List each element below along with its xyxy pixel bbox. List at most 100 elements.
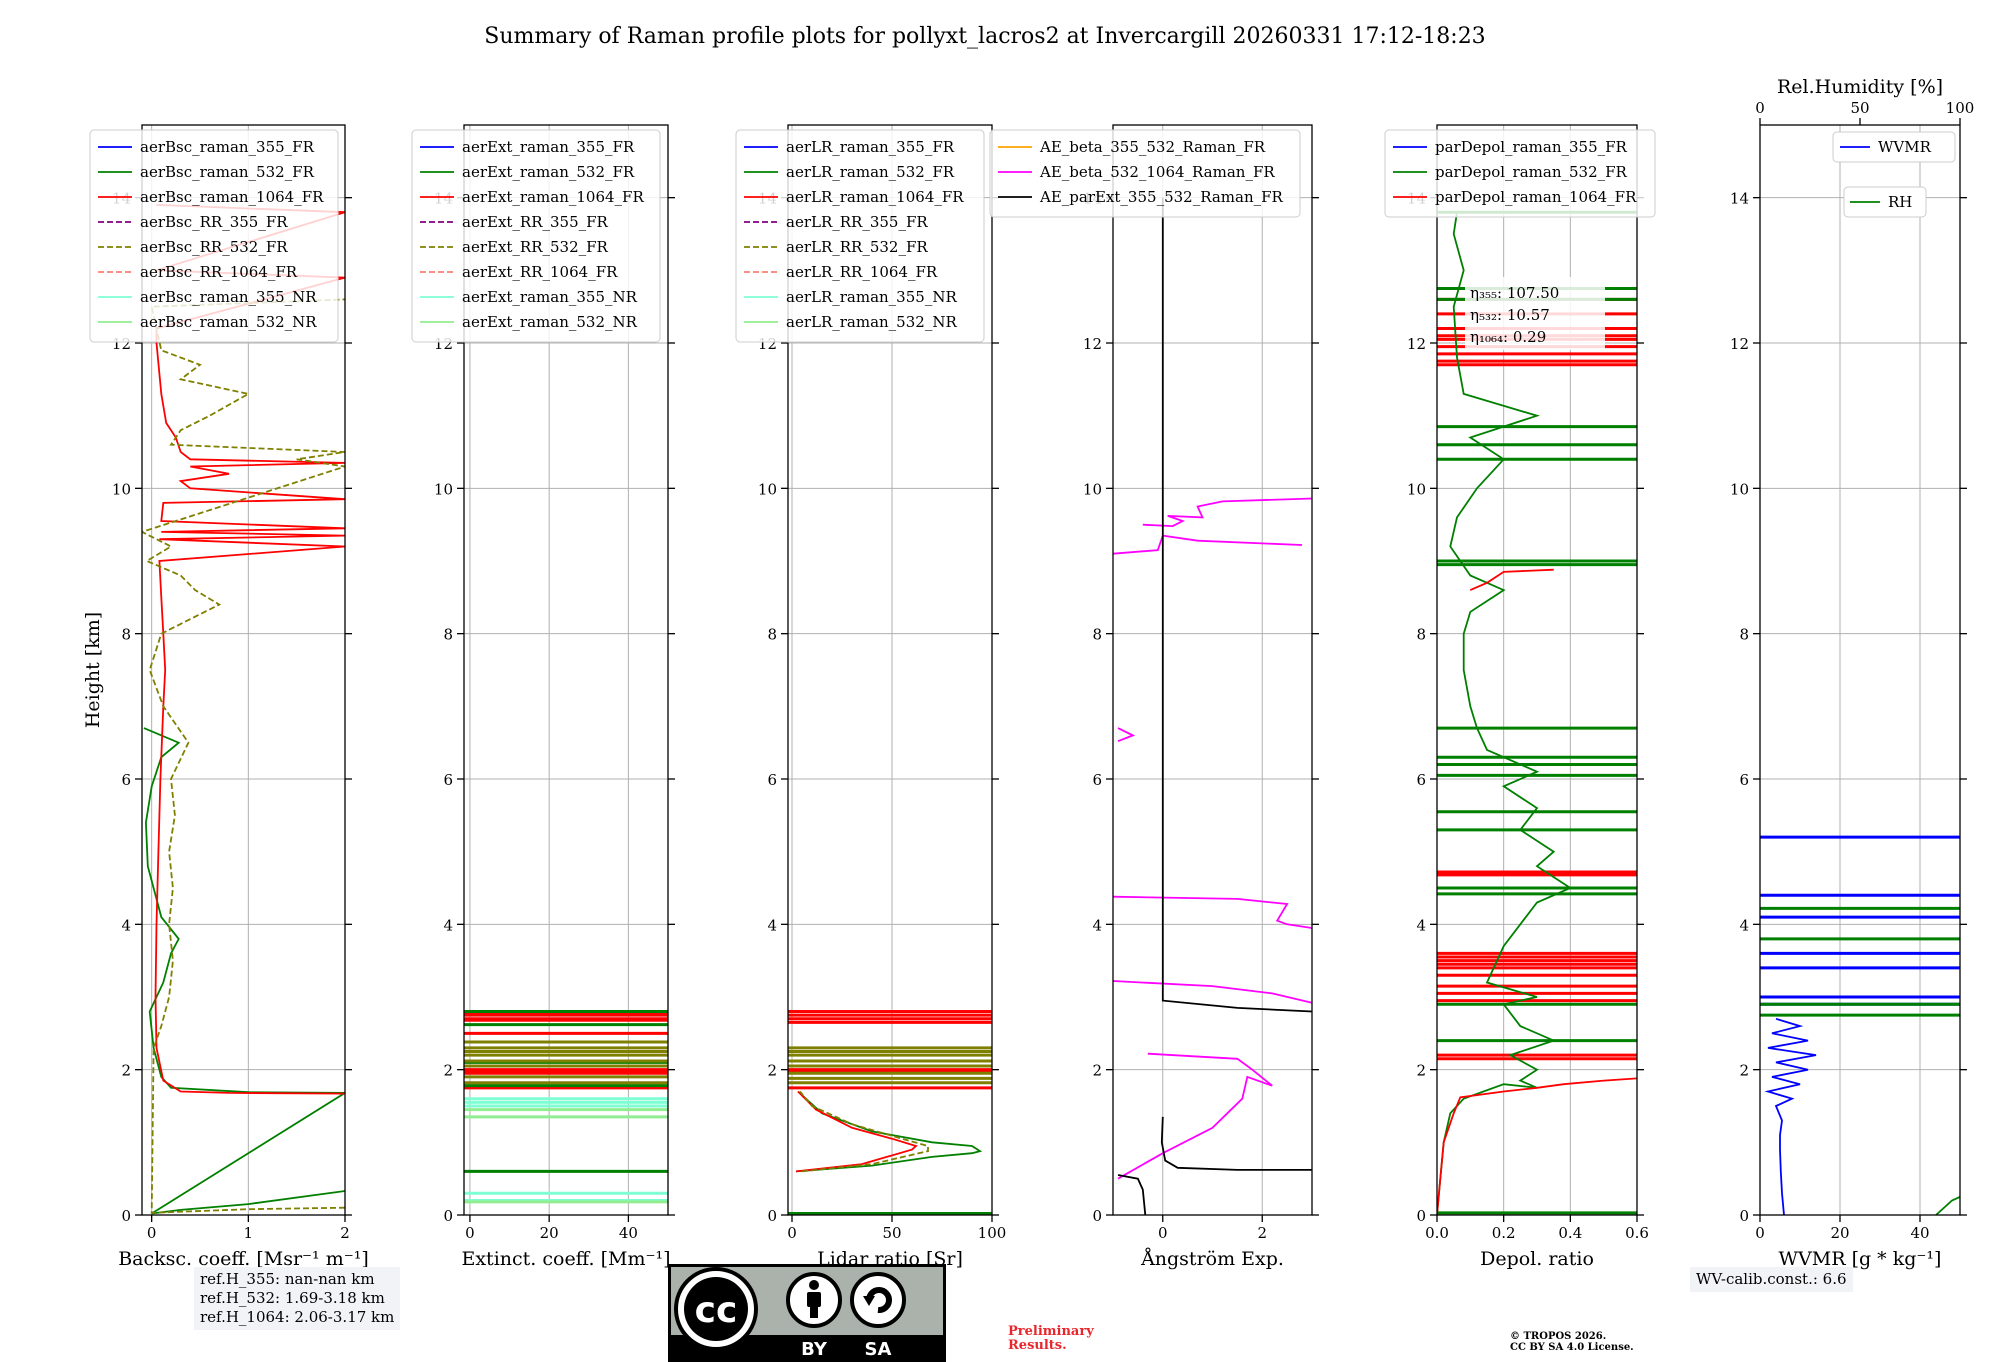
plot-area xyxy=(142,204,345,1215)
x-tick-label: 0 xyxy=(147,1224,157,1242)
legend-box xyxy=(735,129,985,343)
y-tick-label: 2 xyxy=(443,1062,453,1080)
y-tick-label: 0 xyxy=(767,1207,777,1225)
series-AE_parExt_355_532_Raman_FR_c xyxy=(1161,197,1312,1013)
legend-entry: aerExt_RR_355_FR xyxy=(462,213,609,231)
y-tick-label: 6 xyxy=(1739,771,1749,789)
series-AE_parExt_355_532_Raman_FR_b xyxy=(1160,1116,1312,1171)
ref-height-355: ref.H_355: nan-nan km xyxy=(200,1270,375,1288)
series-WVMR xyxy=(1764,1017,1817,1215)
legend-entry: aerBsc_raman_355_FR xyxy=(140,138,315,156)
x-tick-label: 2 xyxy=(340,1224,350,1242)
y-tick-label: 0 xyxy=(121,1207,131,1225)
y-tick-label: 4 xyxy=(1092,916,1102,934)
series-aerBsc_raman_1064_FR xyxy=(154,204,345,1095)
legend-box xyxy=(411,129,661,343)
x-tick-label: 100 xyxy=(978,1224,1007,1242)
depol-annotation-box xyxy=(1465,277,1605,350)
plot-area xyxy=(1437,210,1637,1215)
legend-entry: aerBsc_raman_532_NR xyxy=(140,313,317,331)
depol-annotation-line: η₅₃₂: 10.57 xyxy=(1470,306,1550,324)
legend-entry: aerExt_raman_532_FR xyxy=(462,163,635,181)
series-AE_beta_532_1064_Raman_FR_c xyxy=(1113,895,1312,929)
sa-label: SA xyxy=(865,1339,892,1360)
panel-3: 02468101214050100Lidar ratio [Sr]aerLR_r… xyxy=(735,124,1007,1270)
x-tick-label: 0.0 xyxy=(1425,1224,1449,1242)
legend-entry: aerBsc_raman_532_FR xyxy=(140,163,315,181)
y-tick-label: 2 xyxy=(1092,1062,1102,1080)
legend-entry: RH xyxy=(1888,193,1912,211)
copyright-note: © TROPOS 2026. CC BY SA 4.0 License. xyxy=(1510,1331,1634,1353)
y-tick-label: 2 xyxy=(1739,1062,1749,1080)
legend-entry: aerLR_RR_355_FR xyxy=(786,213,928,231)
legend-entry: AE_parExt_355_532_Raman_FR xyxy=(1039,188,1284,206)
legend-box-wvmr xyxy=(1832,131,1956,163)
y-tick-label: 4 xyxy=(1416,916,1426,934)
legend-entry: aerExt_RR_532_FR xyxy=(462,238,609,256)
x-tick-label: 40 xyxy=(1910,1224,1929,1242)
y-tick-label: 8 xyxy=(121,626,131,644)
legend-box-rh xyxy=(1843,186,1927,218)
y-tick-label: 0 xyxy=(1739,1207,1749,1225)
y-tick-label: 0 xyxy=(443,1207,453,1225)
y-tick-label: 2 xyxy=(121,1062,131,1080)
legend-box xyxy=(89,129,339,343)
panel-2: 0246810121402040Extinct. coeff. [Mm⁻¹]ae… xyxy=(411,124,675,1270)
plot-area xyxy=(1113,197,1312,1215)
figure-title: Summary of Raman profile plots for polly… xyxy=(484,24,1485,49)
legend-entry: aerExt_raman_355_NR xyxy=(462,288,638,306)
series-aerLR_raman_532_FR xyxy=(795,1090,983,1173)
series-RH xyxy=(1935,1195,1960,1215)
share-alike-icon xyxy=(850,1272,906,1328)
x-axis-label: Backsc. coeff. [Msr⁻¹ m⁻¹] xyxy=(118,1248,369,1270)
legend-entry: AE_beta_532_1064_Raman_FR xyxy=(1039,163,1275,181)
y-tick-label: 10 xyxy=(112,480,131,498)
panel-frame xyxy=(141,124,346,1216)
series-parDepol_raman_532_FR xyxy=(1437,212,1573,1215)
panel-frame xyxy=(463,124,669,1216)
y-tick-label: 12 xyxy=(1730,335,1749,353)
legend-box xyxy=(989,129,1301,218)
x-tick-label: 0 xyxy=(787,1224,797,1242)
ref-height-532: ref.H_532: 1.69-3.18 km xyxy=(200,1289,385,1307)
legend-entry: parDepol_raman_532_FR xyxy=(1435,163,1628,181)
series-aerLR_RR_532_FR xyxy=(799,1090,929,1173)
series-AE_beta_532_1064_Raman_FR_e xyxy=(1113,534,1303,555)
ref-height-1064: ref.H_1064: 2.06-3.17 km xyxy=(200,1308,395,1326)
y-tick-label: 0 xyxy=(1416,1207,1426,1225)
preliminary-results-note: Preliminary Results. xyxy=(1008,1325,1094,1353)
copyright-line-1: © TROPOS 2026. xyxy=(1510,1331,1607,1342)
cc-by-sa-badge: cc BY SA xyxy=(668,1264,946,1362)
x-tick-label: 0.6 xyxy=(1625,1224,1649,1242)
series-AE_beta_532_1064_Raman_FR_f xyxy=(1142,497,1312,528)
x-tick-label: 0.2 xyxy=(1492,1224,1516,1242)
legend-entry: aerLR_RR_532_FR xyxy=(786,238,928,256)
legend-entry: aerExt_raman_532_NR xyxy=(462,313,638,331)
y-tick-label: 8 xyxy=(767,626,777,644)
cc-icon-text: cc xyxy=(695,1290,738,1331)
legend-entry: aerExt_raman_355_FR xyxy=(462,138,635,156)
y-tick-label: 10 xyxy=(1407,480,1426,498)
panel-4: 0246810121402Ångström Exp.AE_beta_355_53… xyxy=(989,124,1319,1270)
legend-entry: parDepol_raman_1064_FR xyxy=(1435,188,1637,206)
by-label: BY xyxy=(801,1339,828,1360)
legend-entry: aerBsc_RR_355_FR xyxy=(140,213,288,231)
y-tick-label: 4 xyxy=(1739,916,1749,934)
wv-calibration-constant: WV-calib.const.: 6.6 xyxy=(1696,1270,1847,1288)
series-aerBsc_RR_532_FR xyxy=(142,298,345,1214)
series-parDepol_raman_1064_FR_b xyxy=(1469,568,1554,591)
y-tick-label: 4 xyxy=(443,916,453,934)
series-AE_beta_532_1064_Raman_FR_b xyxy=(1113,980,1312,1004)
y-tick-label: 14 xyxy=(1730,190,1749,208)
x-tick-label: 50 xyxy=(882,1224,901,1242)
legend-entry: aerLR_raman_355_FR xyxy=(786,138,955,156)
x-tick-label: 40 xyxy=(619,1224,638,1242)
preliminary-line-1: Preliminary xyxy=(1008,1324,1094,1339)
legend-entry: parDepol_raman_355_FR xyxy=(1435,138,1628,156)
series-aerLR_raman_1064_FR xyxy=(795,1090,918,1173)
x-axis-label: Ångström Exp. xyxy=(1140,1248,1284,1270)
y-tick-label: 10 xyxy=(1730,480,1749,498)
copyright-line-2: CC BY SA 4.0 License. xyxy=(1510,1342,1634,1353)
